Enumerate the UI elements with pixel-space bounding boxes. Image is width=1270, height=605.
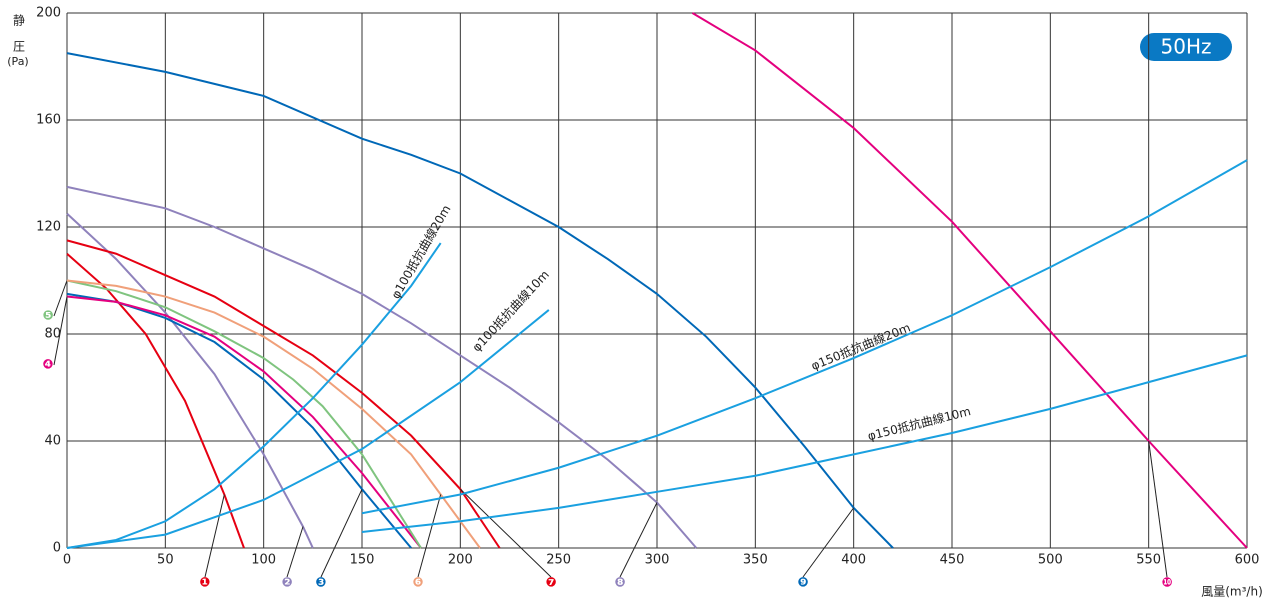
x-tick-label: 0: [63, 553, 71, 568]
legend-label: ❿: [1161, 576, 1172, 591]
line-series: [66, 309, 550, 549]
line-series: [691, 12, 1248, 549]
line-series: [66, 253, 245, 549]
x-tick-label: 500: [1038, 553, 1063, 568]
line-series: [66, 239, 501, 549]
series-label: φ150抵抗曲線10m: [866, 403, 972, 443]
line-series: [66, 185, 698, 549]
legend-label: ❾: [797, 576, 808, 591]
legend-label: ❼: [545, 576, 556, 591]
badge-bg: [1140, 33, 1232, 61]
leader-line: [204, 494, 225, 578]
legend-label: ❺: [42, 309, 53, 324]
x-tick-label: 450: [940, 553, 965, 568]
legend-label: ❻: [412, 576, 423, 591]
y-tick-label: 0: [53, 541, 61, 556]
line-series: [361, 159, 1248, 515]
leader-line: [53, 296, 68, 366]
x-tick-label: 250: [546, 553, 571, 568]
leader-line: [417, 494, 442, 578]
y-axis-label: 静圧: [12, 14, 26, 66]
line-series: [66, 242, 442, 549]
line-series: [66, 52, 894, 549]
y-tick-label: 120: [36, 220, 61, 235]
x-axis-label: 風量(m³/h): [1201, 585, 1263, 599]
leader-line: [802, 507, 855, 578]
series-label: φ100抵抗曲線20m: [388, 202, 454, 301]
leader-line: [459, 488, 552, 578]
line-series: [66, 279, 422, 549]
x-tick-label: 200: [448, 553, 473, 568]
line-series: [66, 212, 314, 549]
line-series: [361, 354, 1248, 533]
leader-line: [1148, 440, 1168, 578]
x-tick-label: 100: [251, 553, 276, 568]
y-tick-label: 200: [36, 6, 61, 21]
leader-line: [320, 488, 363, 578]
legend-label: ❷: [281, 576, 292, 591]
leader-line: [619, 502, 658, 578]
series-label: φ150抵抗曲線20m: [809, 319, 913, 373]
line-series: [66, 295, 422, 549]
legend-label: ❸: [315, 576, 326, 591]
y-axis-unit: (Pa): [7, 55, 28, 68]
y-tick-label: 40: [44, 434, 61, 449]
line-series: [66, 292, 412, 549]
legend-label: ❽: [614, 576, 625, 591]
x-tick-label: 150: [350, 553, 375, 568]
y-tick-label: 160: [36, 113, 61, 128]
line-series: [66, 279, 481, 549]
x-tick-label: 50: [157, 553, 174, 568]
x-tick-label: 350: [743, 553, 768, 568]
x-tick-label: 400: [841, 553, 866, 568]
badge: 50Hz: [1161, 35, 1212, 59]
y-tick-label: 80: [44, 327, 61, 342]
leader-line: [286, 526, 304, 578]
x-tick-label: 550: [1136, 553, 1161, 568]
x-tick-label: 300: [645, 553, 670, 568]
leader-line: [53, 280, 68, 317]
legend-label: ❶: [199, 576, 210, 591]
x-tick-label: 600: [1235, 553, 1260, 568]
legend-label: ❹: [42, 358, 53, 373]
